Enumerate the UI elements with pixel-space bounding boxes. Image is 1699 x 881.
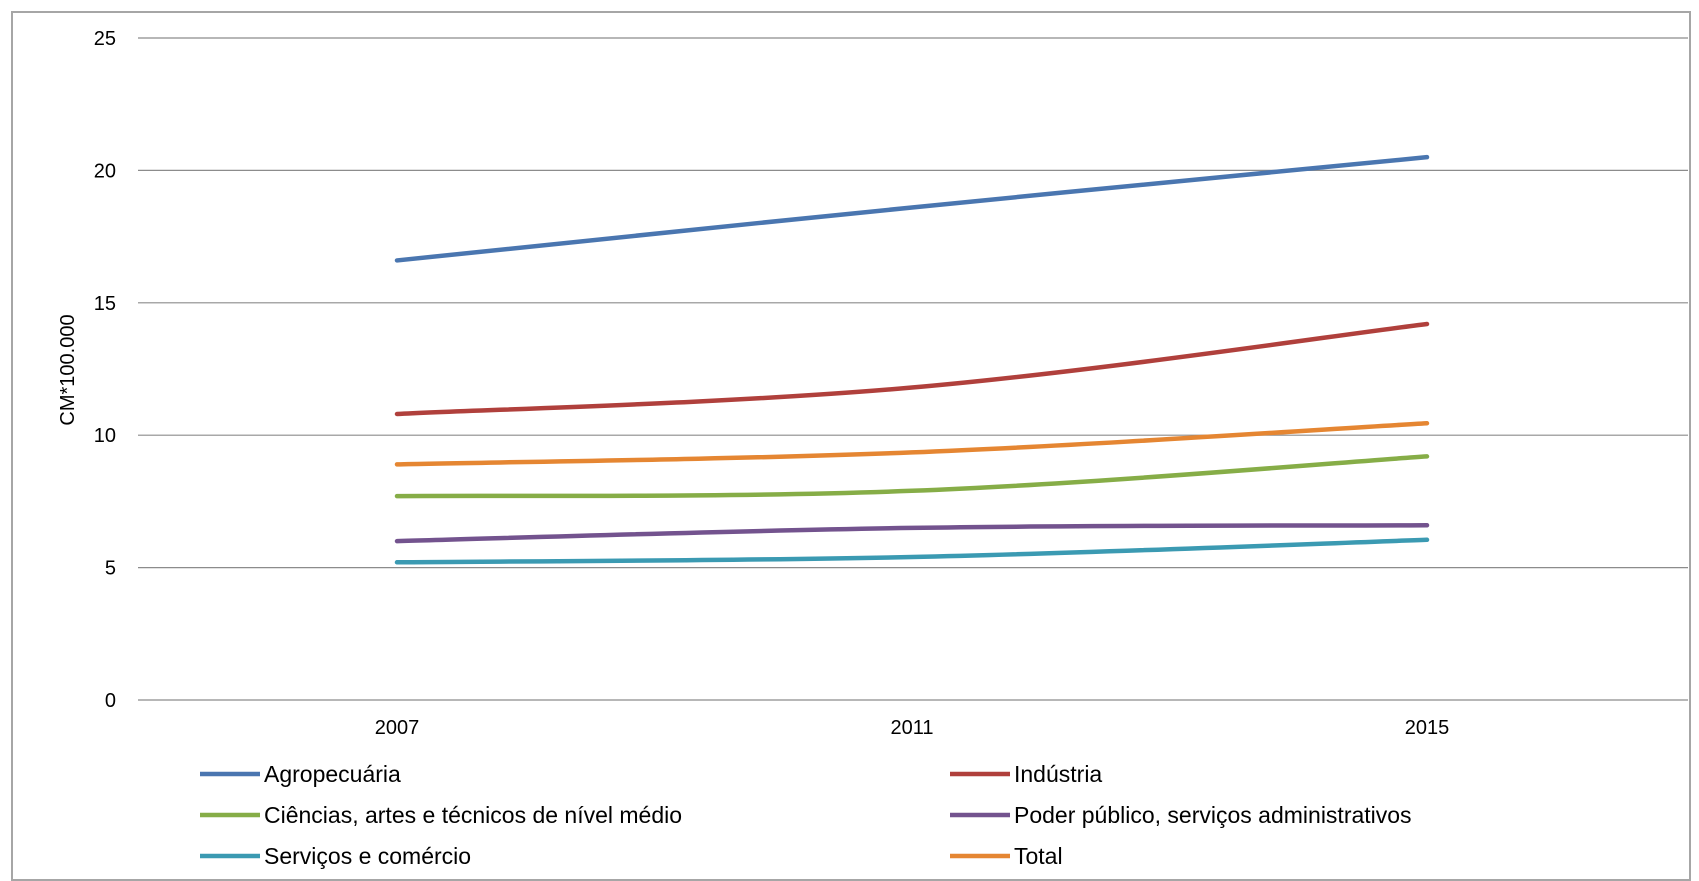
legend-label: Poder público, serviços administrativos [1014,802,1412,828]
legend-label: Agropecuária [264,761,401,787]
y-tick-label: 10 [94,425,116,447]
legend-label: Total [1014,843,1063,869]
x-tick-label: 2015 [1405,717,1450,739]
series-line [394,522,1430,544]
y-tick-label: 25 [94,28,116,50]
gridlines [138,37,1688,701]
chart-border [11,11,1691,881]
y-tick-label: 5 [105,558,116,580]
x-tick-label: 2007 [375,717,420,739]
x-axis-ticks: 2007 2011 2015 [375,717,1450,739]
y-tick-label: 15 [94,293,116,315]
series-line [394,154,1430,263]
legend-label: Serviços e comércio [264,843,471,869]
series-line [394,537,1430,565]
series-lines [394,154,1430,565]
y-axis-title: CM*100.000 [57,314,79,425]
y-tick-label: 20 [94,160,116,182]
series-line [394,454,1430,499]
legend: Agropecuária Indústria Ciências, artes e t… [200,761,1412,869]
y-axis-ticks: 0 5 10 15 20 25 [94,28,116,712]
y-tick-label: 0 [105,690,116,712]
legend-label: Indústria [1014,761,1102,787]
series-line [394,321,1430,417]
x-tick-label: 2011 [890,717,933,739]
series-line [394,421,1430,467]
legend-label: Ciências, artes e técnicos de nível médi… [264,802,682,828]
